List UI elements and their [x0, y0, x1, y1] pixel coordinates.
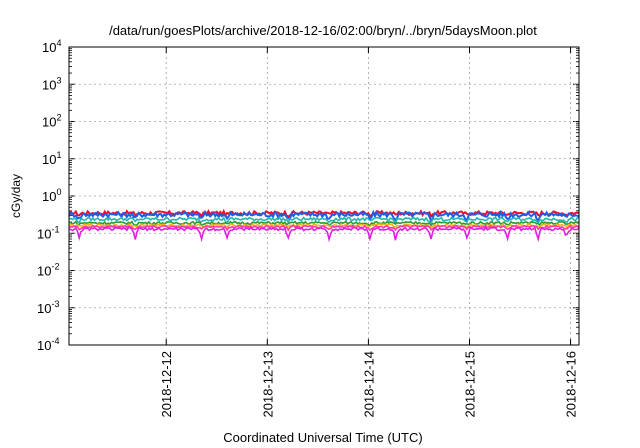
- series-line: [68, 226, 580, 243]
- series-line: [68, 224, 580, 232]
- y-tick-label: 100: [42, 187, 61, 204]
- chart-title: /data/run/goesPlots/archive/2018-12-16/0…: [109, 23, 537, 38]
- y-tick-label: 101: [42, 150, 61, 167]
- y-tick-label: 10-4: [37, 336, 59, 353]
- x-tick-labels: 2018-12-12 2018-12-13 2018-12-14 2018-12-15…: [159, 351, 578, 418]
- y-axis-label: cGy/day: [9, 174, 23, 218]
- y-tick-label: 10-2: [37, 262, 59, 279]
- x-tick-label: 2018-12-15: [462, 351, 477, 418]
- y-tick-label: 102: [42, 113, 61, 130]
- x-axis-label: Coordinated Universal Time (UTC): [223, 430, 422, 445]
- y-tick-label: 104: [42, 38, 61, 55]
- series-line: [68, 209, 580, 224]
- x-tick-label: 2018-12-16: [564, 351, 579, 418]
- series-line: [68, 216, 579, 226]
- series-group: [68, 208, 580, 243]
- plot-frame: [68, 46, 580, 346]
- y-tick-label: 10-3: [37, 299, 59, 316]
- x-tick-label: 2018-12-14: [361, 351, 376, 418]
- x-tick-label: 2018-12-12: [159, 351, 174, 418]
- y-tick-label: 103: [42, 75, 61, 92]
- y-tick-labels: 104 103 102 101 100 10-1 10-2 10-3 10-4: [37, 38, 61, 353]
- x-tick-label: 2018-12-13: [260, 351, 275, 418]
- grid: [69, 46, 579, 346]
- series-line: [68, 220, 580, 227]
- y-tick-label: 10-1: [37, 224, 59, 241]
